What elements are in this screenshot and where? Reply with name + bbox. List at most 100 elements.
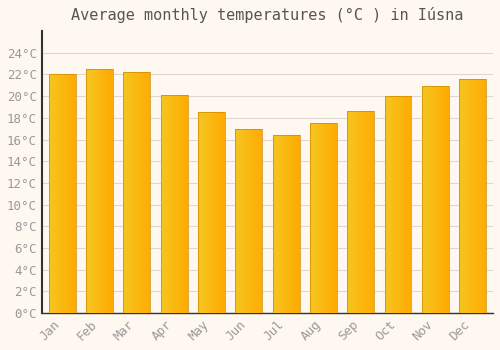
- Bar: [198, 112, 199, 313]
- Bar: [274, 135, 276, 313]
- Bar: [335, 123, 336, 313]
- Bar: [212, 112, 214, 313]
- Bar: [278, 135, 279, 313]
- Bar: [384, 96, 386, 313]
- Bar: [87, 69, 88, 313]
- Bar: [460, 79, 461, 313]
- Bar: [316, 123, 317, 313]
- Bar: [354, 111, 356, 313]
- Bar: [366, 111, 367, 313]
- Bar: [461, 79, 462, 313]
- Bar: [112, 69, 113, 313]
- Bar: [60, 75, 62, 313]
- Bar: [396, 96, 397, 313]
- Bar: [286, 135, 287, 313]
- Bar: [174, 95, 175, 313]
- Bar: [292, 135, 294, 313]
- Bar: [89, 69, 90, 313]
- Bar: [242, 129, 244, 313]
- Bar: [319, 123, 320, 313]
- Bar: [282, 135, 284, 313]
- Bar: [485, 79, 486, 313]
- Bar: [334, 123, 335, 313]
- Bar: [272, 135, 274, 313]
- Bar: [479, 79, 480, 313]
- Bar: [294, 135, 295, 313]
- Bar: [477, 79, 478, 313]
- Bar: [472, 79, 474, 313]
- Bar: [330, 123, 332, 313]
- Bar: [214, 112, 215, 313]
- Bar: [312, 123, 314, 313]
- Bar: [58, 75, 59, 313]
- Bar: [437, 86, 438, 313]
- Bar: [252, 129, 254, 313]
- Bar: [279, 135, 280, 313]
- Bar: [136, 72, 137, 313]
- Bar: [365, 111, 366, 313]
- Bar: [88, 69, 89, 313]
- Bar: [168, 95, 169, 313]
- Bar: [356, 111, 357, 313]
- Bar: [444, 86, 445, 313]
- Bar: [140, 72, 141, 313]
- Bar: [236, 129, 237, 313]
- Bar: [311, 123, 312, 313]
- Bar: [130, 72, 132, 313]
- Bar: [260, 129, 262, 313]
- Bar: [240, 129, 242, 313]
- Bar: [333, 123, 334, 313]
- Bar: [244, 129, 245, 313]
- Bar: [464, 79, 466, 313]
- Bar: [92, 69, 94, 313]
- Bar: [431, 86, 432, 313]
- Bar: [358, 111, 359, 313]
- Bar: [172, 95, 174, 313]
- Bar: [285, 135, 286, 313]
- Bar: [389, 96, 390, 313]
- Bar: [215, 112, 216, 313]
- Bar: [134, 72, 135, 313]
- Bar: [210, 112, 212, 313]
- Bar: [145, 72, 146, 313]
- Bar: [104, 69, 105, 313]
- Bar: [310, 123, 311, 313]
- Bar: [135, 72, 136, 313]
- Bar: [220, 112, 222, 313]
- Bar: [475, 79, 476, 313]
- Bar: [388, 96, 389, 313]
- Bar: [167, 95, 168, 313]
- Bar: [390, 96, 391, 313]
- Bar: [426, 86, 427, 313]
- Bar: [298, 135, 300, 313]
- Bar: [287, 135, 288, 313]
- Bar: [207, 112, 208, 313]
- Bar: [445, 86, 446, 313]
- Bar: [424, 86, 426, 313]
- Bar: [166, 95, 167, 313]
- Bar: [129, 72, 130, 313]
- Bar: [466, 79, 467, 313]
- Bar: [368, 111, 369, 313]
- Bar: [108, 69, 110, 313]
- Bar: [57, 75, 58, 313]
- Bar: [96, 69, 97, 313]
- Bar: [204, 112, 206, 313]
- Bar: [238, 129, 239, 313]
- Bar: [288, 135, 289, 313]
- Bar: [73, 75, 74, 313]
- Bar: [50, 75, 51, 313]
- Bar: [199, 112, 200, 313]
- Bar: [209, 112, 210, 313]
- Bar: [186, 95, 188, 313]
- Bar: [206, 112, 207, 313]
- Bar: [427, 86, 428, 313]
- Bar: [62, 75, 63, 313]
- Bar: [70, 75, 72, 313]
- Bar: [216, 112, 217, 313]
- Bar: [90, 69, 92, 313]
- Bar: [124, 72, 126, 313]
- Bar: [185, 95, 186, 313]
- Bar: [186, 95, 187, 313]
- Bar: [103, 69, 104, 313]
